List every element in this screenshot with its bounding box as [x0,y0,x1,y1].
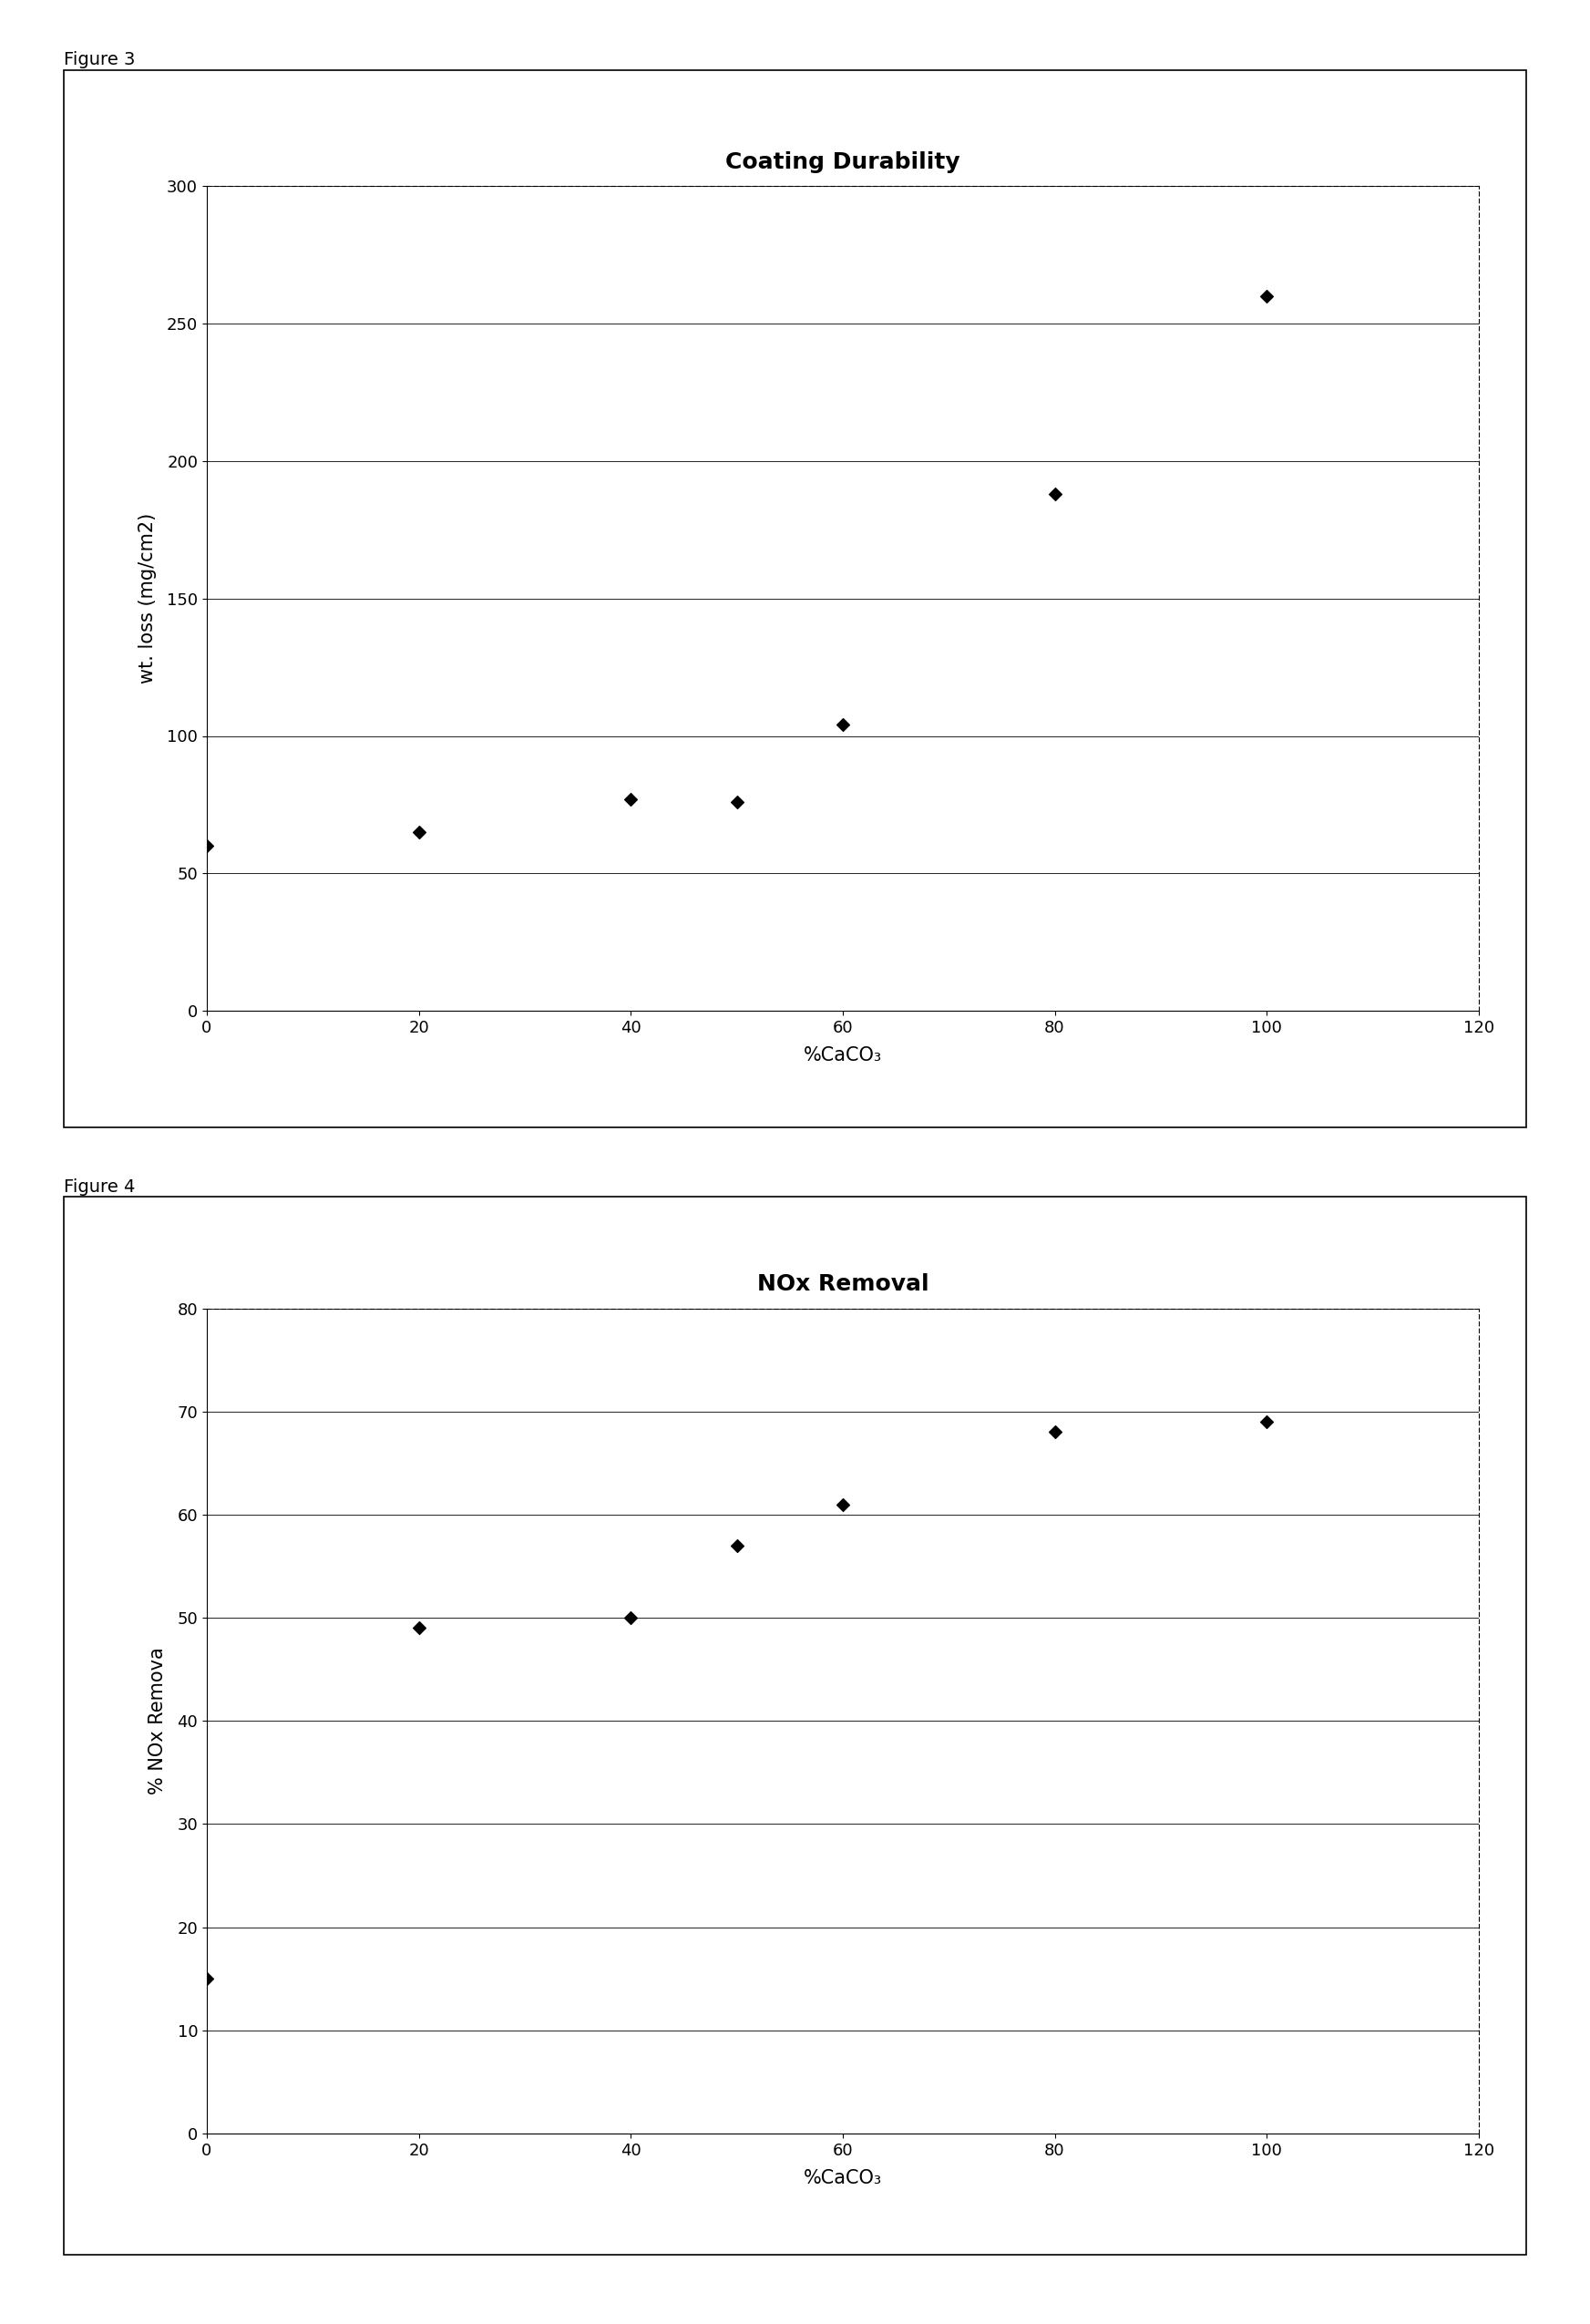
Point [830,1485,855,1522]
Text: Figure 3: Figure 3 [64,51,135,67]
Point [619,1599,644,1636]
X-axis label: %CaCO₃: %CaCO₃ [803,2168,882,2187]
Point [405,813,431,851]
Point [1255,277,1280,314]
Title: Coating Durability: Coating Durability [725,151,960,172]
Point [405,1611,431,1648]
Point [1255,1404,1280,1441]
Point [194,1959,219,1996]
X-axis label: %CaCO₃: %CaCO₃ [803,1046,882,1064]
Point [723,1527,749,1564]
Title: NOx Removal: NOx Removal [757,1274,929,1294]
Point [1041,476,1067,514]
Point [723,783,749,820]
Point [194,827,219,865]
Point [619,781,644,818]
Point [830,706,855,744]
Point [1041,1413,1067,1450]
Text: Figure 4: Figure 4 [64,1178,135,1195]
Y-axis label: % NOx Remova: % NOx Remova [149,1648,167,1794]
Y-axis label: wt. loss (mg/cm2): wt. loss (mg/cm2) [138,514,156,683]
